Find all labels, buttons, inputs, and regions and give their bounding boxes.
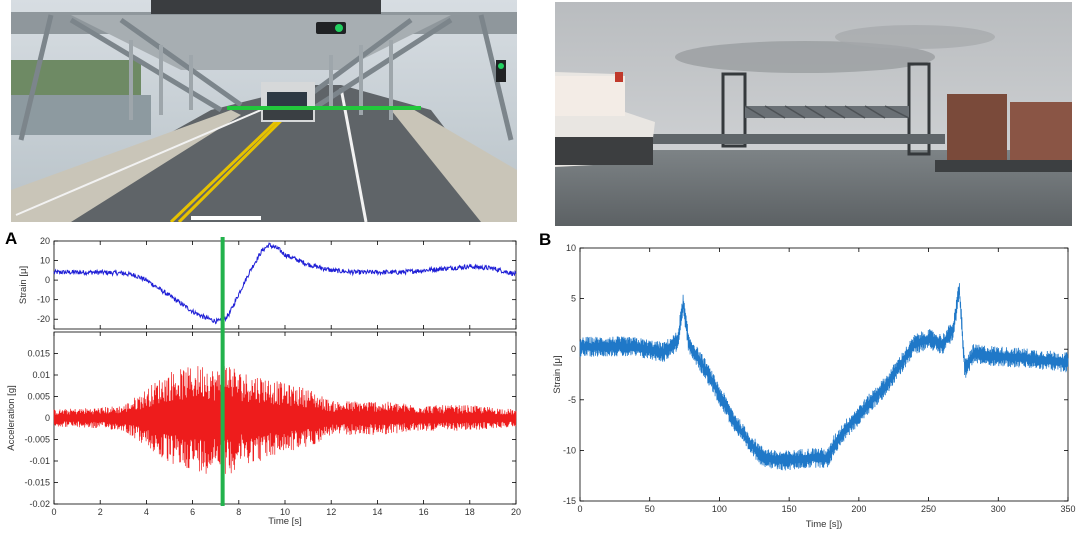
a-strain-ytick-label: -20	[37, 314, 50, 324]
b-strain-series-line	[579, 283, 1069, 471]
b-strain-xtick-label: 250	[921, 504, 936, 514]
a-accel-xtick-label: 0	[51, 507, 56, 517]
a-strain-series-line	[53, 242, 517, 325]
a-accel-ytick-label: 0.005	[27, 392, 50, 402]
bridge-deck-photo	[11, 0, 517, 222]
b-strain-ytick-label: -5	[568, 395, 576, 405]
b-strain-ytick-label: -10	[563, 445, 576, 455]
a-accel-ytick-label: -0.01	[29, 456, 50, 466]
panel-label-a: A	[5, 229, 18, 248]
a-accel-xtick-label: 16	[419, 507, 429, 517]
b-strain-xtick-label: 300	[991, 504, 1006, 514]
b-strain-xtick-label: 100	[712, 504, 727, 514]
b-strain-ylabel: Strain [μ]	[552, 355, 563, 393]
a-strain-ytick-label: 0	[45, 275, 50, 285]
b-strain-xtick-label: 0	[577, 504, 582, 514]
b-strain-xtick-label: 200	[851, 504, 866, 514]
a-accel-ytick-label: -0.02	[29, 499, 50, 509]
a-strain-ytick-label: 20	[40, 236, 50, 246]
a-accel-xtick-label: 2	[98, 507, 103, 517]
b-strain-xtick-label: 150	[782, 504, 797, 514]
a-accel-xlabel: Time [s]	[268, 516, 301, 527]
a-accel-ylabel: Acceleration [g]	[6, 385, 17, 450]
panel-label-b: B	[539, 230, 552, 249]
a-strain-ylabel: Strain [μ]	[18, 266, 29, 304]
a-accel-xtick-label: 8	[236, 507, 241, 517]
b-strain-ytick-label: 0	[571, 344, 576, 354]
a-accel-xtick-label: 10	[280, 507, 290, 517]
b-strain-xtick-label: 350	[1060, 504, 1075, 514]
bridge-deck-truck-photo-icon	[11, 0, 517, 222]
lift-bridge-ship-photo-icon	[555, 2, 1072, 226]
a-accel-ytick-label: 0.01	[32, 370, 50, 380]
lift-bridge-photo	[555, 2, 1072, 226]
b-strain-ytick-label: 10	[566, 243, 576, 253]
b-strain-ytick-label: -15	[563, 496, 576, 506]
b-strain-xlabel: Time [s])	[806, 519, 843, 530]
a-accel-ytick-label: -0.015	[24, 478, 50, 488]
a-accel-ytick-label: 0	[45, 413, 50, 423]
a-accel-xtick-label: 12	[326, 507, 336, 517]
b-strain-ytick-label: 5	[571, 294, 576, 304]
a-strain-ytick-label: -10	[37, 295, 50, 305]
a-accel-ytick-label: -0.005	[24, 435, 50, 445]
a-accel-xtick-label: 18	[465, 507, 475, 517]
a-strain-ytick-label: 10	[40, 256, 50, 266]
a-accel-xtick-label: 6	[190, 507, 195, 517]
a-accel-ytick-label: 0.015	[27, 349, 50, 359]
a-accel-series-line	[53, 366, 517, 474]
a-accel-xtick-label: 4	[144, 507, 149, 517]
a-accel-xtick-label: 14	[372, 507, 382, 517]
a-accel-xtick-label: 20	[511, 507, 521, 517]
b-strain-xtick-label: 50	[645, 504, 655, 514]
